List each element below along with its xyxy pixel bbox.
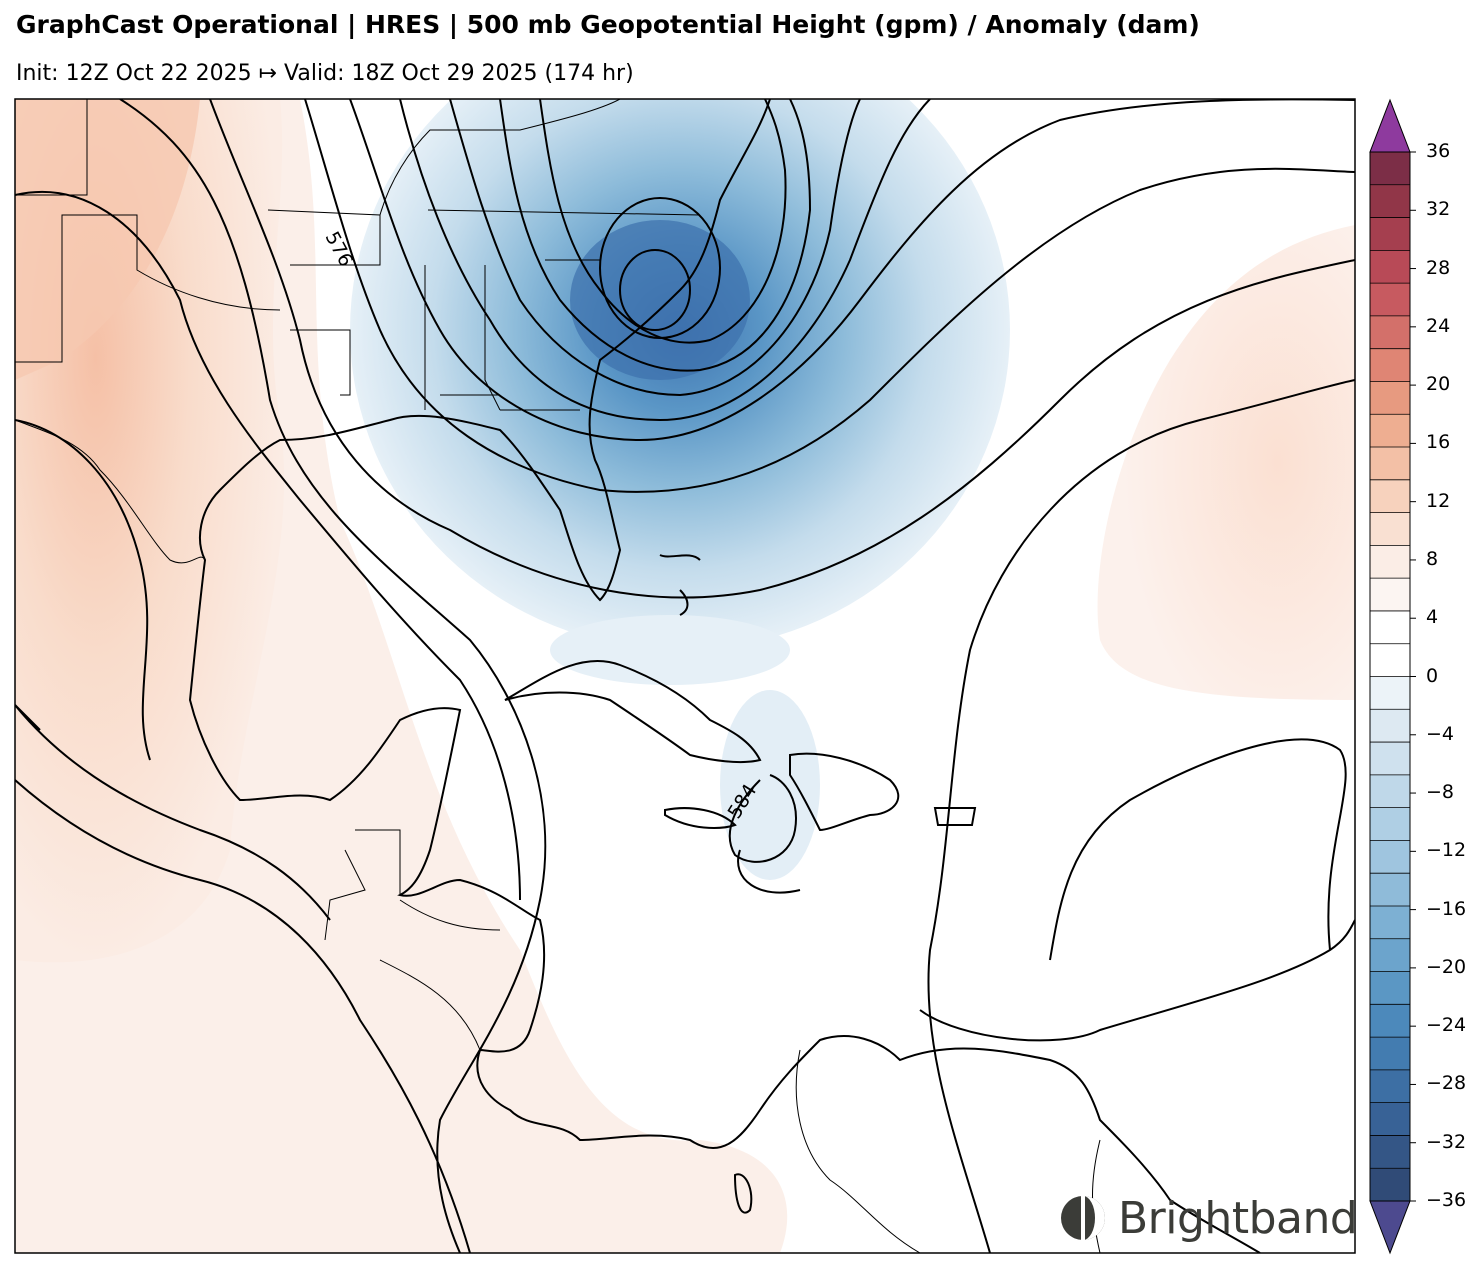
colorbar-segment	[1370, 414, 1410, 448]
map-content: 576 584	[15, 99, 1355, 1253]
positive-anomaly-east	[1097, 225, 1355, 700]
half-moon-icon	[1061, 1196, 1105, 1240]
colorbar-tick-label: 0	[1426, 664, 1439, 687]
chart-subtitle: Init: 12Z Oct 22 2025 ↦ Valid: 18Z Oct 2…	[16, 61, 634, 86]
colorbar-segment	[1370, 643, 1410, 677]
colorbar-segment	[1370, 1135, 1410, 1169]
chart-title: GraphCast Operational | HRES | 500 mb Ge…	[16, 10, 1200, 39]
colorbar-segment	[1370, 1069, 1410, 1104]
colorbar-extend-top	[1369, 98, 1411, 153]
colorbar-tick-label: 24	[1426, 314, 1451, 337]
brand-name: Brightband	[1118, 1192, 1358, 1244]
colorbar-segment	[1370, 1102, 1410, 1136]
colorbar-segment	[1370, 938, 1410, 973]
colorbar-segment	[1370, 774, 1410, 809]
colorbar-tick-label: 36	[1426, 140, 1451, 162]
colorbar-tick-label: −16	[1426, 897, 1467, 920]
negative-anomaly-hispaniola	[720, 690, 820, 880]
colorbar-tick-label: −28	[1426, 1072, 1467, 1095]
coastlines	[15, 99, 1261, 1253]
colorbar-tick-label: −12	[1426, 839, 1467, 862]
height-contours	[15, 99, 1355, 1253]
map-frame	[14, 98, 1356, 1254]
colorbar	[1369, 98, 1416, 1255]
colorbar-segments	[1370, 152, 1410, 1202]
political-borders	[15, 99, 1101, 1253]
colorbar-segment	[1370, 840, 1410, 874]
colorbar-segment	[1370, 315, 1410, 350]
colorbar-tick-label: 16	[1426, 431, 1451, 454]
colorbar-segment	[1370, 283, 1410, 317]
colorbar-segment	[1370, 610, 1410, 645]
colorbar-tick-label: −4	[1426, 722, 1455, 745]
colorbar-tick-label: 28	[1426, 256, 1451, 279]
colorbar-segment	[1370, 873, 1410, 907]
colorbar-tick-label: −32	[1426, 1130, 1467, 1153]
colorbar-tick-label: −8	[1426, 781, 1455, 804]
colorbar-segment	[1370, 217, 1410, 251]
colorbar-segment	[1370, 250, 1410, 284]
colorbar-tick-label: −20	[1426, 955, 1467, 978]
colorbar-segment	[1370, 348, 1410, 382]
colorbar-tick-label: −24	[1426, 1014, 1467, 1037]
colorbar-tick-label: 32	[1426, 198, 1451, 221]
colorbar-tick-label: −36	[1426, 1189, 1467, 1211]
brightband-logo: Brightband	[1060, 1190, 1358, 1246]
colorbar-segment	[1370, 1168, 1410, 1202]
colorbar-segment	[1370, 905, 1410, 940]
colorbar-tick-label: 12	[1426, 489, 1451, 512]
colorbar-segment	[1370, 479, 1410, 514]
colorbar-tick-label: 4	[1426, 606, 1439, 629]
colorbar-segment	[1370, 578, 1410, 612]
colorbar-segment	[1370, 676, 1410, 710]
colorbar-segment	[1370, 152, 1410, 186]
colorbar-segment	[1370, 184, 1410, 219]
colorbar-segment	[1370, 1037, 1410, 1071]
colorbar-segment	[1370, 447, 1410, 481]
colorbar-segment	[1370, 971, 1410, 1005]
colorbar-tick-label: 20	[1426, 373, 1451, 396]
colorbar-segment	[1370, 545, 1410, 579]
colorbar-segment	[1370, 1004, 1410, 1038]
colorbar-segment	[1370, 512, 1410, 546]
colorbar-tick-label: 8	[1426, 547, 1439, 570]
colorbar-segment	[1370, 807, 1410, 841]
colorbar-extend-bottom	[1369, 1200, 1411, 1255]
colorbar-segment	[1370, 709, 1410, 743]
colorbar-segment	[1370, 381, 1410, 415]
colorbar-segment	[1370, 742, 1410, 776]
